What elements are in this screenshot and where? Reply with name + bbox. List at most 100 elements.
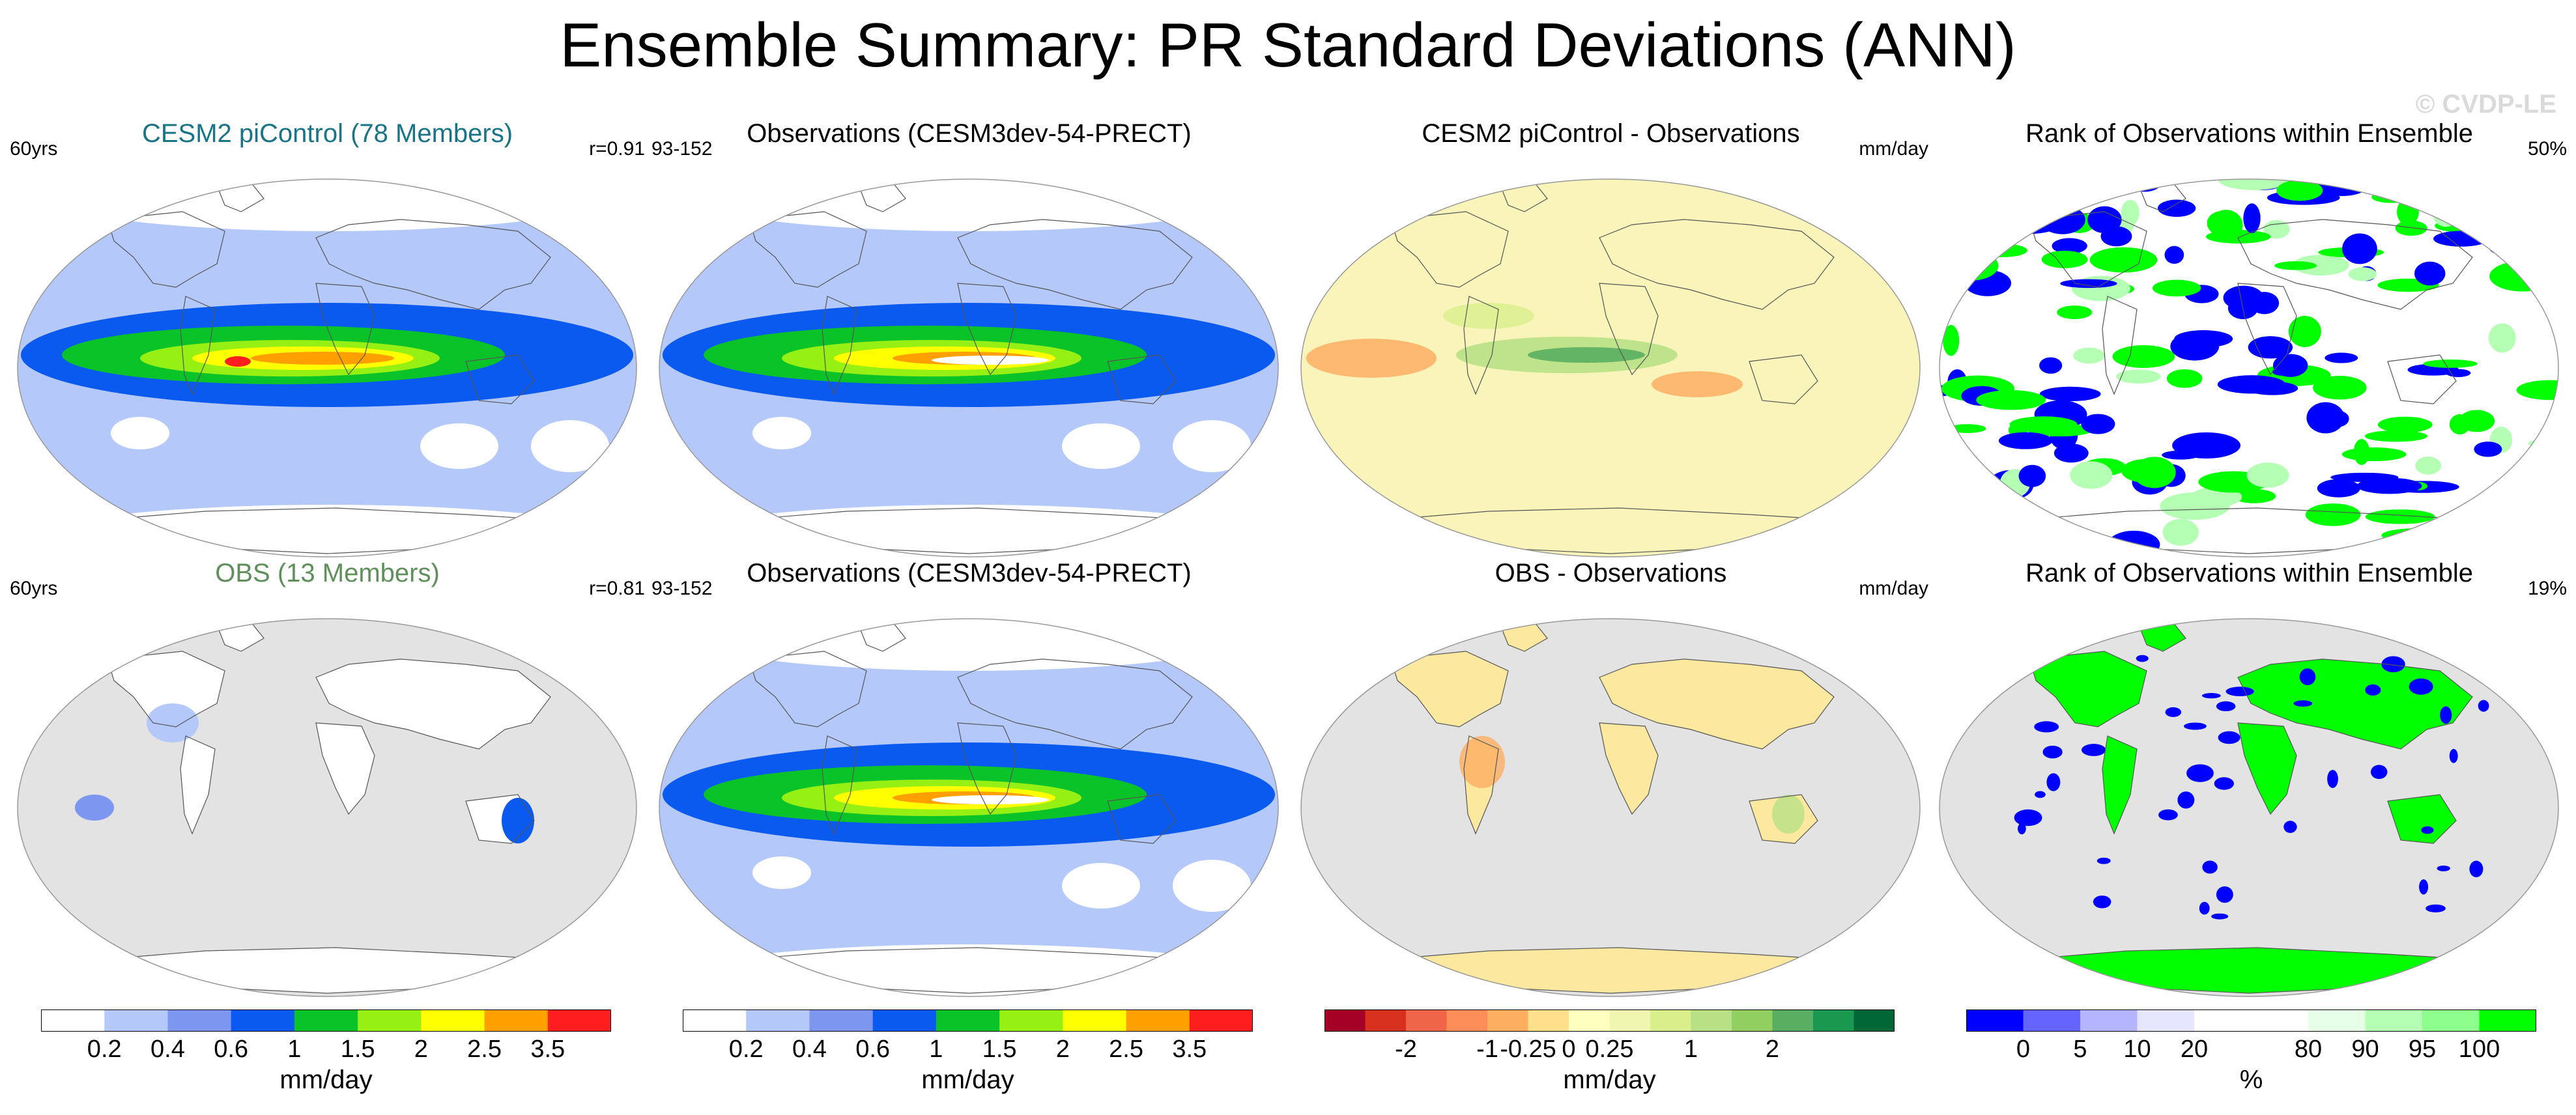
colorbar-tick-label: 3.5 [530,1036,565,1063]
colorbar-tick-label: 2 [1055,1036,1070,1063]
field-blob [2348,267,2377,281]
field-blob [2136,655,2149,662]
colorbar-tick-label: 95 [2408,1036,2437,1063]
field-blob [2127,179,2162,192]
field-blob [2082,744,2106,756]
colorbar-tick-label: -0.25 [1500,1036,1556,1063]
field-blob [2370,765,2388,780]
colorbar-frame [1966,1009,2536,1032]
field-blob [2170,332,2220,361]
field-blob [2341,447,2407,462]
field-blob [2426,904,2446,912]
map-globe [17,618,637,997]
colorbar-swatch [1126,1009,1190,1032]
field-blob [2423,360,2478,368]
colorbar-units: % [2239,1066,2263,1094]
field-blob [147,703,199,742]
coastline [957,722,1017,815]
colorbar-swatch [872,1009,937,1032]
colorbar-swatch [1650,1009,1691,1032]
field-blob [2217,375,2286,394]
colorbar-swatch [1487,1009,1528,1032]
field-blob [2356,477,2422,494]
panel-title: Observations (CESM3dev-54-PRECT) [747,559,1192,587]
panel-cesm2-picontrol: CESM2 piControl (78 Members) 60yrs r=0.9… [10,117,645,560]
field-blob [2018,464,2046,487]
coastline [1749,354,1818,404]
land-field [1502,622,1547,651]
colorbar-tick-label: 80 [2294,1036,2323,1063]
field-blob [2293,255,2349,275]
panel-difference-bottom: OBS - Observations mm/day [1293,557,1928,1000]
colorbar-frame [41,1009,611,1032]
colorbar-swatch [1189,1009,1253,1032]
colorbar-swatch [1609,1009,1651,1032]
years-label: 60yrs [10,138,58,160]
panel-difference-top: CESM2 piControl - Observations mm/day [1293,117,1928,560]
field-blob [2440,706,2452,724]
colorbar-swatch [2308,1009,2366,1032]
field-blob [2183,722,2207,730]
colorbar-swatch [2251,1009,2309,1032]
field-blob [531,420,609,472]
field-blob [2035,791,2046,798]
coastline [822,735,857,835]
field-blob [2449,535,2508,551]
field-blob [225,356,251,367]
colorbar-tick-label: 3.5 [1172,1036,1207,1063]
field-blob [2477,212,2506,225]
colorbar-swatch [1365,1009,1407,1032]
colorbar-tick-label: 2 [414,1036,428,1063]
coastline [1107,794,1177,844]
field-blob [2039,386,2101,402]
field-blob [2469,860,2483,877]
globe-outline [659,618,1279,997]
field-blob [2433,231,2489,247]
colorbar-swatch [167,1009,232,1032]
correlation-label: r=0.91 [589,138,645,160]
coastline [1749,794,1818,844]
map-globe [1300,178,1921,558]
field-blob [2409,678,2433,695]
field-blob [2482,228,2551,244]
colorbar-swatch [547,1009,611,1032]
coastline [1390,651,1509,727]
colorbar-units: mm/day [279,1066,373,1094]
field-blob [1939,212,1961,239]
colorbar-swatch [358,1009,422,1032]
field-blob [2427,541,2487,556]
field-blob [659,505,1278,557]
map-field [1301,619,1920,996]
field-blob [2449,748,2458,763]
colorbar-tick-label: 1.5 [340,1036,375,1063]
map-globe [1300,618,1921,997]
coastline [749,651,867,727]
map-field [1301,179,1920,557]
colorbar-tick-label: 1 [287,1036,302,1063]
field-blob [2472,179,2498,186]
field-blob [752,856,811,889]
colorbar-tick-label: 0.4 [792,1036,827,1063]
field-blob [2162,518,2199,546]
field-blob [2459,410,2495,432]
field-blob [2186,764,2214,782]
colorbar-tick-label: 0.6 [214,1036,249,1063]
field-blob [2364,430,2427,442]
field-blob [659,179,1278,231]
globe-outline [659,178,1279,558]
colorbar-tick-label: 1 [929,1036,943,1063]
field-blob [2035,537,2089,552]
field-blob [2474,162,2540,173]
panel-title: Rank of Observations within Ensemble [2025,559,2473,587]
map-field [659,619,1278,996]
colorbar-swatch [41,1009,105,1032]
field-blob [2152,279,2201,297]
field-blob [2177,791,2195,809]
field-blob [2437,865,2450,871]
coastline [1390,211,1509,288]
colorbar-tick-label: 90 [2351,1036,2379,1063]
colorbar-swatch [999,1009,1063,1032]
coastline [315,283,375,376]
colorbar-tick-label: 0.6 [855,1036,891,1063]
field-blob [2218,731,2240,744]
